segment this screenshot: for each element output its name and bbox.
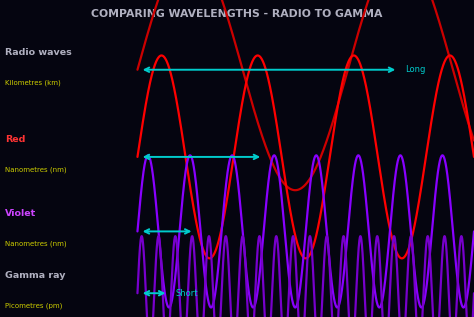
Text: Long: Long	[405, 65, 426, 74]
Text: Red: Red	[5, 135, 25, 144]
Text: COMPARING WAVELENGTHS - RADIO TO GAMMA: COMPARING WAVELENGTHS - RADIO TO GAMMA	[91, 9, 383, 19]
Text: Nanometres (nm): Nanometres (nm)	[5, 241, 66, 247]
Text: Nanometres (nm): Nanometres (nm)	[5, 166, 66, 173]
Text: Radio waves: Radio waves	[5, 48, 72, 57]
Text: Kilometres (km): Kilometres (km)	[5, 79, 61, 86]
Text: Violet: Violet	[5, 210, 36, 218]
Text: Picometres (pm): Picometres (pm)	[5, 303, 62, 309]
Text: Short: Short	[175, 289, 198, 298]
Text: Gamma ray: Gamma ray	[5, 271, 65, 280]
